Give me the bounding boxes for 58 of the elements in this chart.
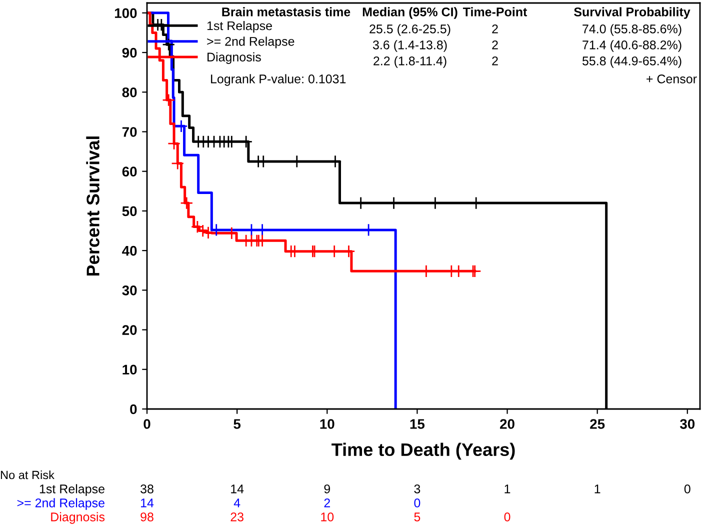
text: 14	[141, 498, 154, 508]
y-tick-label: 40	[122, 246, 137, 256]
text: 1	[594, 484, 600, 494]
text: 14	[231, 484, 244, 494]
x-tick-label: 10	[320, 419, 334, 429]
annotation: 3.6 (1.4-13.8)	[372, 40, 447, 52]
annotation: 74.0 (55.8-85.6%)	[582, 24, 682, 36]
annotation: 55.8 (44.9-65.4%)	[582, 56, 682, 68]
annotation: Time-Point	[462, 7, 528, 16]
annotation: 2	[492, 40, 498, 50]
text: >= 2nd Relapse	[17, 498, 104, 510]
x-tick-label: 25	[590, 419, 605, 429]
annotation: 2	[492, 24, 498, 34]
annotation: 2.2 (1.8-11.4)	[374, 56, 446, 68]
x-tick-label: 5	[234, 419, 241, 429]
y-tick-label: 100	[114, 8, 137, 18]
y-tick-label: 30	[122, 286, 137, 296]
text: 4	[234, 498, 240, 508]
y-tick-label: 10	[122, 364, 137, 375]
annotation: + Censor	[646, 74, 697, 84]
x-tick-label: 20	[500, 419, 514, 429]
annotation: Median (95% CI)	[362, 7, 458, 19]
annotation: 71.4 (40.6-88.2%)	[582, 40, 682, 52]
text: 2	[324, 498, 330, 508]
annotation: Brain metastasis time	[222, 7, 350, 16]
legend-label: >= 2nd Relapse	[207, 36, 294, 48]
text: 10	[321, 512, 334, 522]
x-axis-title: Time to Death (Years)	[332, 442, 515, 460]
text: No at Risk	[0, 470, 54, 480]
annotation: 25.5 (2.6-25.5)	[370, 24, 450, 36]
x-tick-label: 30	[680, 419, 695, 429]
text: 0	[684, 484, 690, 494]
x-tick-label: 0	[144, 419, 150, 429]
text: 98	[140, 512, 154, 522]
text: 0	[414, 498, 420, 508]
text: 0	[504, 512, 510, 522]
y-tick-label: 20	[122, 325, 137, 335]
y-tick-label: 70	[122, 127, 137, 137]
text: Diagnosis	[51, 512, 105, 524]
annotation: Survival Probability	[574, 7, 690, 19]
text: 5	[414, 512, 420, 522]
y-tick-label: 80	[122, 87, 137, 98]
annotation: Logrank P-value: 0.1031	[211, 74, 346, 86]
text: 38	[140, 484, 154, 494]
text: 1st Relapse	[40, 484, 104, 496]
y-tick-label: 90	[122, 48, 137, 58]
y-tick-label: 0	[130, 404, 137, 414]
y-tick-label: 60	[122, 166, 137, 177]
y-tick-label: 50	[122, 206, 137, 216]
x-tick-label: 15	[410, 419, 425, 429]
annotation: 2	[492, 56, 498, 66]
legend-label: 1st Relapse	[207, 21, 272, 33]
y-axis-title: Percent Survival	[86, 136, 100, 276]
text: 3	[414, 484, 420, 494]
text: 23	[230, 512, 244, 522]
legend-label: Diagnosis	[208, 52, 261, 64]
text: 9	[324, 484, 330, 494]
text: 1	[504, 484, 510, 494]
